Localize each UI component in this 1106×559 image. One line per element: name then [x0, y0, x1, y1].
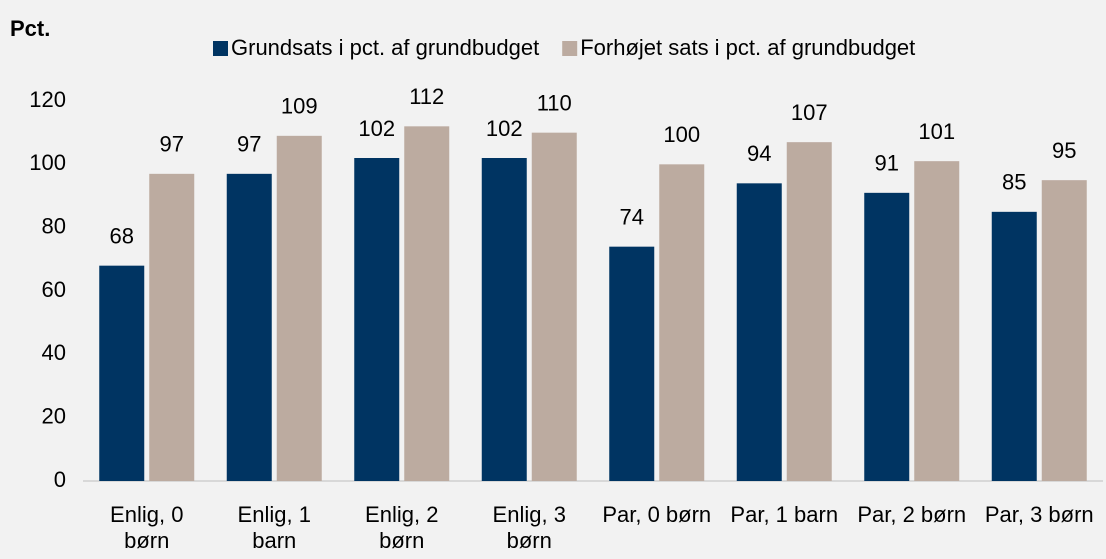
- y-tick-label: 100: [29, 150, 66, 175]
- x-tick-label: Enlig, 0 børn: [110, 502, 183, 553]
- data-label: 97: [237, 132, 261, 157]
- bar: [609, 246, 655, 481]
- bar: [1041, 180, 1087, 481]
- x-tick-label: Enlig, 3 børn: [493, 502, 566, 553]
- bar: [404, 126, 450, 481]
- bar: [864, 192, 910, 482]
- data-label: 107: [791, 100, 828, 125]
- data-label: 85: [1002, 170, 1026, 195]
- bar: [659, 164, 705, 482]
- bar: [531, 132, 577, 481]
- bar: [226, 173, 272, 482]
- bar: [99, 265, 145, 481]
- bar: [914, 161, 960, 481]
- data-label: 68: [110, 223, 134, 248]
- x-tick-label: Par, 1 barn: [730, 502, 838, 527]
- x-tick-label: Par, 3 børn: [985, 502, 1094, 527]
- x-tick-label: Enlig, 2 børn: [365, 502, 438, 553]
- data-label: 102: [486, 116, 523, 141]
- y-tick-label: 120: [29, 87, 66, 112]
- bar: [991, 211, 1037, 482]
- bar: [481, 158, 527, 481]
- bar: [736, 183, 782, 482]
- y-tick-label: 0: [54, 467, 66, 492]
- data-label: 97: [160, 132, 184, 157]
- data-label: 100: [663, 122, 700, 147]
- y-tick-label: 20: [42, 403, 66, 428]
- y-tick-label: 60: [42, 277, 66, 302]
- y-tick-label: 80: [42, 213, 66, 238]
- bar: [149, 173, 195, 482]
- data-label: 91: [875, 151, 899, 176]
- legend-swatch: [562, 41, 578, 56]
- data-label: 110: [537, 90, 572, 115]
- data-label: 112: [409, 84, 444, 109]
- data-label: 109: [281, 94, 318, 119]
- x-tick-label: Enlig, 1 barn: [238, 502, 311, 553]
- y-tick-label: 40: [42, 340, 66, 365]
- x-tick-label: Par, 2 børn: [857, 502, 966, 527]
- data-label: 74: [620, 204, 644, 229]
- bar: [354, 158, 400, 481]
- data-label: 94: [747, 141, 771, 166]
- x-tick-label: Par, 0 børn: [602, 502, 711, 527]
- bar: [276, 135, 322, 482]
- legend-swatch: [213, 41, 228, 56]
- y-axis-label: Pct.: [10, 16, 50, 41]
- data-label: 101: [918, 119, 955, 144]
- legend-label: Forhøjet sats i pct. af grundbudget: [580, 35, 915, 60]
- data-label: 95: [1052, 138, 1076, 163]
- data-label: 102: [358, 116, 395, 141]
- legend-label: Grundsats i pct. af grundbudget: [231, 35, 539, 60]
- bar: [786, 142, 832, 481]
